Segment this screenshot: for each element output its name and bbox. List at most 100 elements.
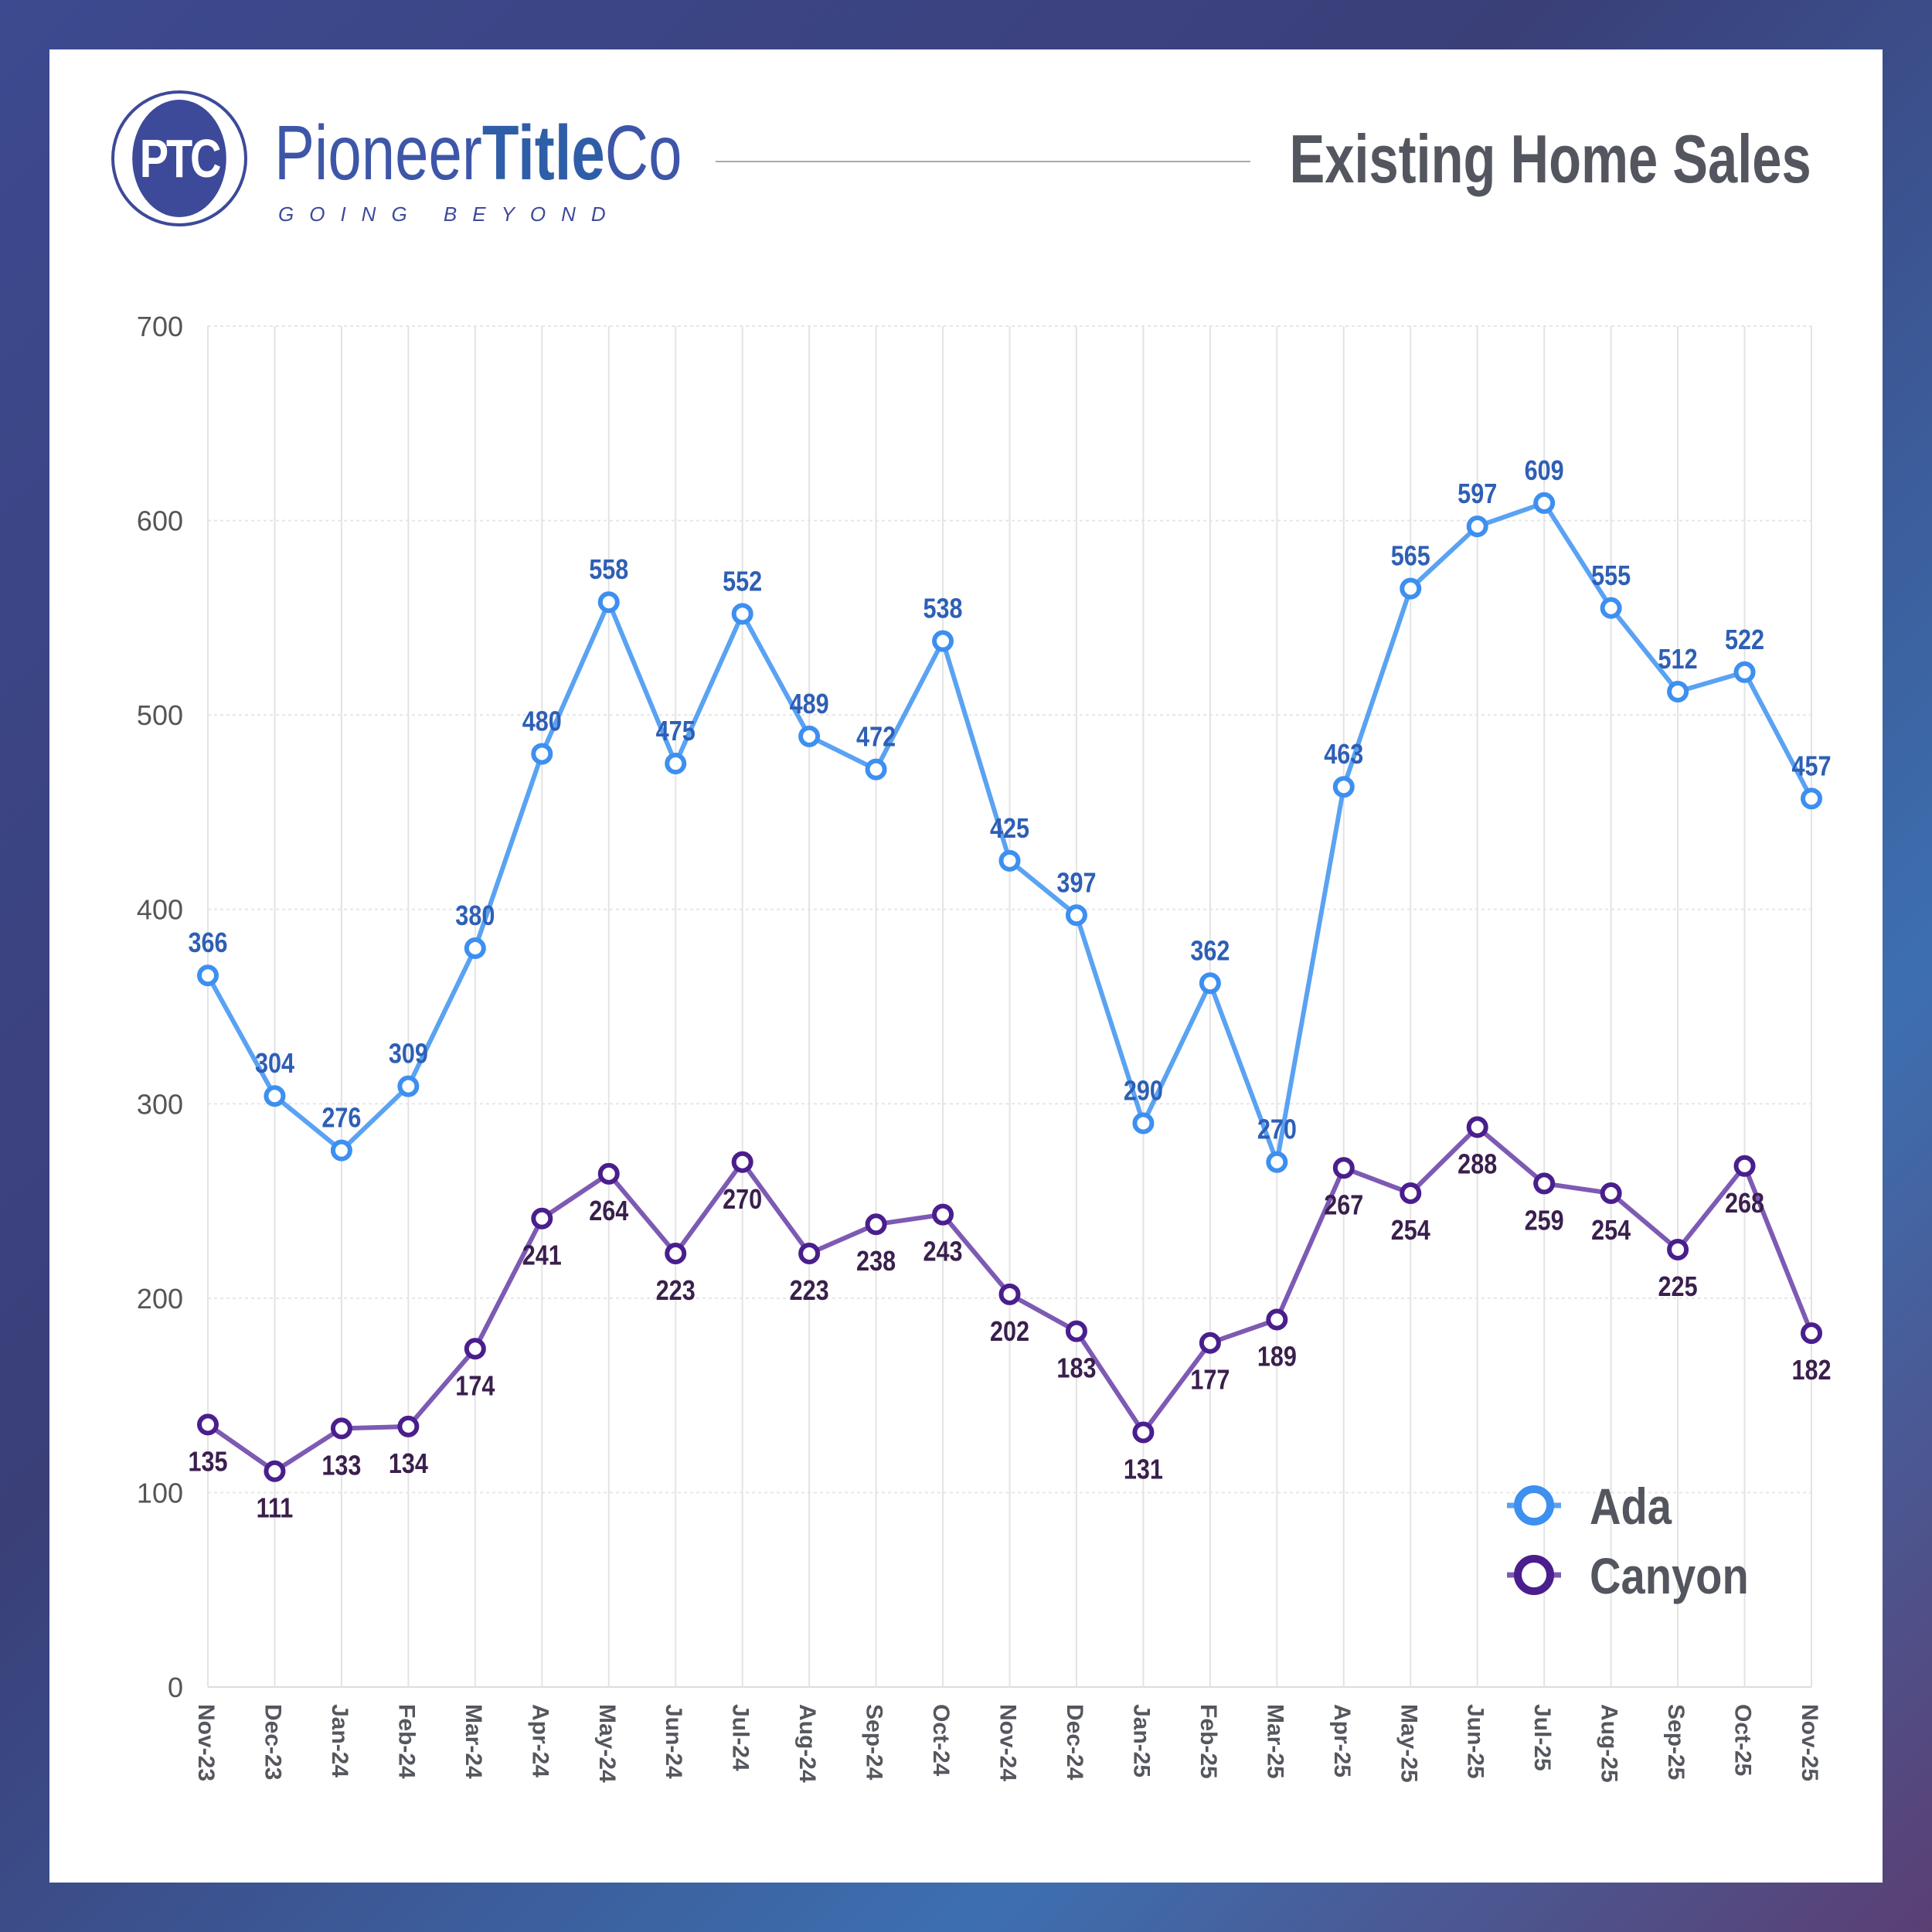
- data-label: 259: [1525, 1206, 1564, 1236]
- y-tick-label: 0: [168, 1672, 183, 1703]
- data-point: [865, 1213, 887, 1236]
- data-label: 225: [1658, 1272, 1698, 1303]
- data-point: [1400, 1182, 1422, 1205]
- header-divider: [716, 161, 1250, 162]
- x-tick-label: Feb-24: [393, 1704, 419, 1779]
- brand-name-end: Co: [604, 110, 682, 196]
- brand-name-regular: Pioneer: [274, 110, 482, 196]
- data-label: 131: [1124, 1454, 1163, 1485]
- data-label: 304: [255, 1049, 294, 1080]
- data-label: 223: [656, 1276, 696, 1307]
- x-tick-label: Sep-24: [862, 1704, 887, 1781]
- data-label: 276: [321, 1103, 361, 1134]
- data-label: 177: [1190, 1365, 1230, 1396]
- data-point: [397, 1075, 420, 1097]
- data-point: [1466, 1116, 1488, 1138]
- legend-label-ada: Ada: [1590, 1478, 1672, 1535]
- data-label: 134: [389, 1449, 428, 1480]
- data-label: 366: [188, 928, 227, 959]
- x-tick-label: Sep-25: [1663, 1704, 1689, 1780]
- legend-marker: [1514, 1555, 1554, 1595]
- data-label: 362: [1190, 936, 1230, 967]
- data-label: 241: [522, 1240, 562, 1271]
- data-point: [932, 630, 954, 652]
- data-point: [1132, 1112, 1155, 1134]
- data-label: 380: [455, 901, 495, 932]
- data-label: 552: [723, 566, 762, 597]
- y-tick-label: 500: [137, 699, 183, 731]
- data-point: [197, 964, 219, 987]
- data-label: 243: [923, 1236, 963, 1267]
- data-point: [1065, 904, 1087, 927]
- data-point: [1132, 1421, 1155, 1444]
- data-point: [330, 1139, 352, 1162]
- brand-tagline: GOING BEYOND: [278, 202, 621, 226]
- data-label: 254: [1591, 1216, 1631, 1247]
- data-point: [1332, 776, 1355, 798]
- data-point: [1801, 1322, 1822, 1345]
- data-label: 111: [257, 1494, 294, 1525]
- data-label: 425: [990, 814, 1029, 845]
- data-point: [798, 1242, 821, 1264]
- data-label: 489: [790, 689, 829, 720]
- y-tick-label: 300: [137, 1088, 183, 1120]
- data-point: [264, 1085, 286, 1107]
- data-label: 512: [1658, 645, 1698, 675]
- x-tick-label: Nov-25: [1797, 1704, 1822, 1781]
- data-label: 189: [1257, 1342, 1297, 1372]
- data-point: [665, 1242, 687, 1264]
- x-tick-label: Apr-24: [527, 1704, 553, 1777]
- data-label: 268: [1725, 1189, 1764, 1219]
- y-tick-label: 700: [137, 311, 183, 342]
- data-point: [865, 758, 887, 781]
- data-point: [1533, 1172, 1556, 1195]
- x-tick-label: May-25: [1396, 1704, 1421, 1783]
- data-point: [1199, 1332, 1221, 1354]
- data-label: 183: [1056, 1353, 1096, 1384]
- data-point: [1266, 1308, 1288, 1331]
- legend-label-canyon: Canyon: [1590, 1548, 1749, 1604]
- x-tick-label: Dec-23: [260, 1704, 285, 1780]
- data-point: [397, 1415, 420, 1437]
- data-label: 288: [1458, 1149, 1497, 1180]
- data-point: [798, 725, 821, 747]
- x-tick-label: Jul-24: [728, 1704, 753, 1771]
- data-point: [1065, 1320, 1087, 1342]
- data-label: 475: [656, 716, 696, 747]
- data-label: 238: [856, 1247, 896, 1277]
- x-tick-label: Mar-24: [461, 1704, 486, 1779]
- x-tick-label: May-24: [594, 1704, 620, 1783]
- data-point: [998, 849, 1021, 872]
- data-label: 472: [856, 722, 896, 753]
- data-point: [1801, 787, 1822, 810]
- x-tick-label: Nov-23: [193, 1704, 219, 1781]
- data-label: 597: [1458, 479, 1497, 510]
- data-point: [264, 1460, 286, 1482]
- data-point: [1533, 492, 1556, 514]
- x-tick-label: Apr-25: [1329, 1704, 1355, 1777]
- page-title: Existing Home Sales: [1289, 121, 1811, 197]
- x-tick-label: Mar-25: [1262, 1704, 1287, 1779]
- data-label: 267: [1324, 1190, 1363, 1221]
- data-point: [1600, 1182, 1622, 1205]
- data-point: [731, 1151, 753, 1173]
- data-label: 264: [589, 1196, 628, 1227]
- data-point: [665, 753, 687, 775]
- data-label: 538: [923, 594, 963, 624]
- y-tick-label: 100: [137, 1477, 183, 1509]
- x-tick-label: Nov-24: [995, 1704, 1021, 1781]
- data-point: [597, 1162, 620, 1185]
- data-point: [464, 937, 486, 960]
- data-point: [1733, 661, 1756, 683]
- data-label: 174: [455, 1371, 495, 1402]
- data-label: 133: [321, 1451, 361, 1481]
- x-tick-label: Jan-24: [327, 1704, 352, 1777]
- data-point: [932, 1203, 954, 1226]
- data-label: 290: [1124, 1076, 1163, 1107]
- data-point: [531, 743, 553, 765]
- data-point: [1600, 597, 1622, 619]
- x-tick-label: Jun-25: [1463, 1704, 1488, 1779]
- data-point: [1332, 1157, 1355, 1179]
- data-point: [1199, 972, 1221, 995]
